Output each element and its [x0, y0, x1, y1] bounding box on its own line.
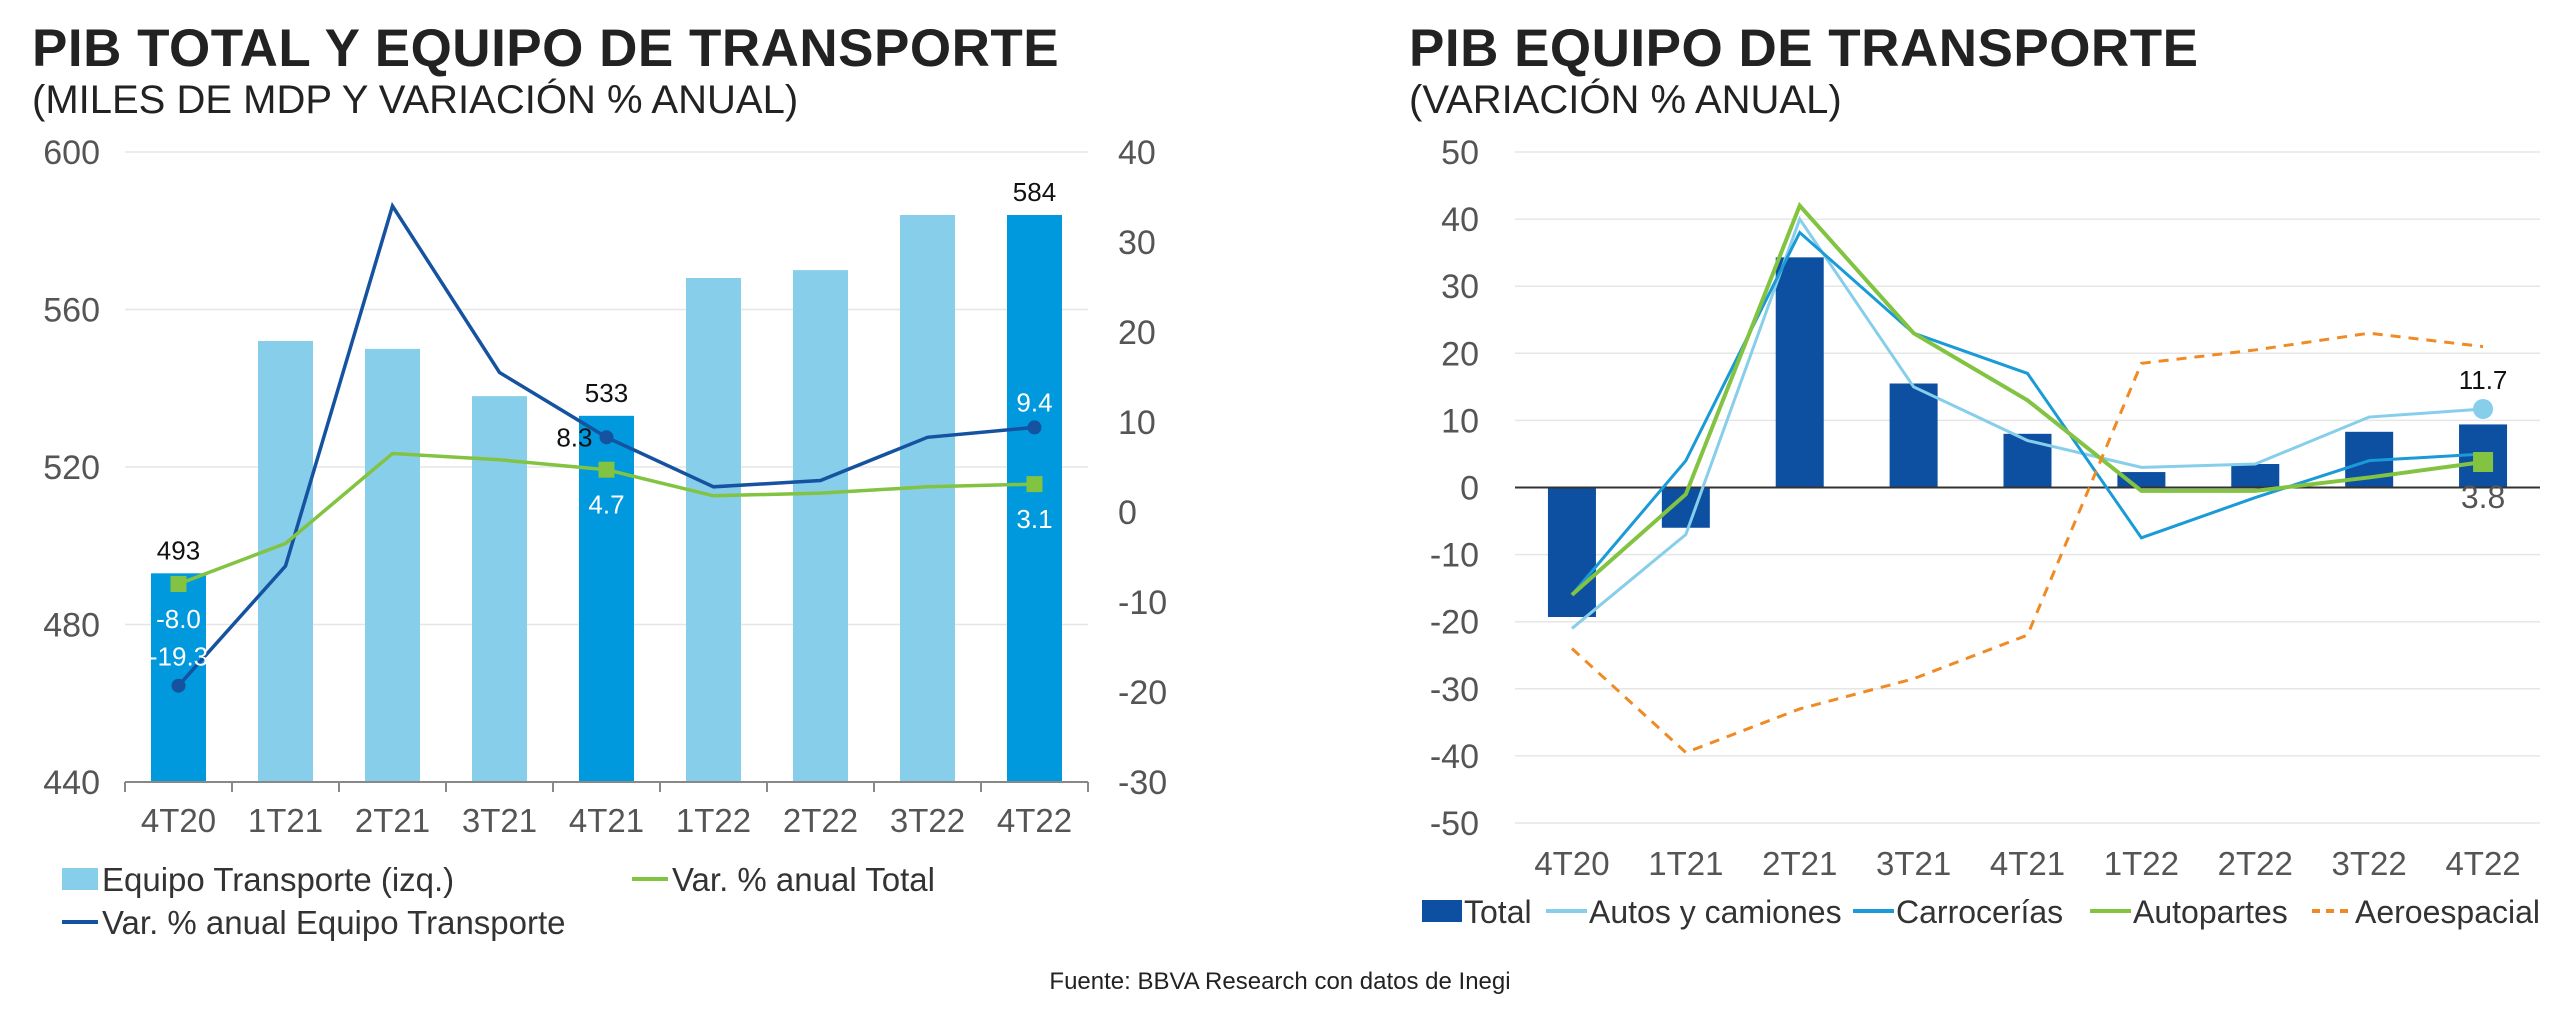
- x-tick-label: 4T21: [1990, 845, 2065, 882]
- y2-tick-label: 40: [1118, 134, 1156, 172]
- x-tick-label: 1T21: [248, 802, 323, 839]
- bar: [1547, 487, 1596, 618]
- line-autos-camiones: [1570, 215, 2484, 630]
- left-chart-title: PIB TOTAL Y EQUIPO DE TRANSPORTE: [32, 19, 1060, 78]
- line-data-label: 9.4: [1016, 387, 1052, 417]
- marker-var-total: [170, 576, 187, 592]
- x-tick-label: 1T22: [2104, 845, 2179, 882]
- line-data-label: 8.3: [556, 422, 592, 452]
- x-tick-label: 1T22: [676, 802, 751, 839]
- legend-label: Carrocerías: [1896, 894, 2063, 930]
- x-tick-label: 3T22: [890, 802, 965, 839]
- legend-swatch-total: [1422, 900, 1462, 922]
- line-carrocerias: [1570, 230, 2484, 596]
- left-chart-plot: 600 560 520 480 440 40 30 20 10 0 -10 -20 -30 493 533 5…: [43, 134, 1167, 941]
- line-data-label: -19.3: [149, 642, 208, 672]
- bar: [365, 348, 420, 782]
- left-chart-panel: PIB TOTAL Y EQUIPO DE TRANSPORTE (MILES …: [0, 0, 1167, 960]
- y-tick-label: -40: [1430, 738, 1479, 776]
- bar: [1007, 215, 1062, 782]
- marker-autos-camiones: [2473, 398, 2494, 419]
- line-data-label: -8.0: [156, 604, 201, 634]
- legend-label: Autopartes: [2133, 894, 2288, 930]
- legend-label: Autos y camiones: [1589, 894, 1842, 930]
- line-data-label: 4.7: [588, 490, 624, 520]
- y2-tick-label: 0: [1118, 494, 1137, 532]
- x-tick-label: 4T22: [2445, 845, 2520, 882]
- y-tick-label: 10: [1441, 402, 1479, 440]
- y-tick-label: -50: [1430, 805, 1479, 843]
- right-chart-plot: 50 40 30 20 10 0 -10 -20 -30 -40 -50 11.7 3.8 4T20 1T2…: [1422, 134, 2540, 930]
- legend-label: Total: [1464, 894, 1532, 930]
- y2-tick-label: 30: [1118, 224, 1156, 262]
- marker-var-total: [598, 461, 615, 478]
- y2-tick-label: 20: [1118, 314, 1156, 352]
- bar: [900, 215, 955, 782]
- y-tick-label: 560: [43, 292, 100, 330]
- y-tick-label: 600: [43, 134, 100, 172]
- y-tick-label: 50: [1441, 134, 1479, 172]
- marker-autopartes: [2473, 452, 2494, 473]
- y-tick-label: -20: [1430, 604, 1479, 642]
- bar-data-label: 584: [1013, 177, 1056, 207]
- line-autopartes: [1570, 201, 2484, 597]
- left-chart-subtitle: (MILES DE MDP Y VARIACIÓN % ANUAL): [32, 78, 799, 122]
- marker-var-equipo: [599, 430, 614, 445]
- bar: [1889, 383, 1938, 488]
- legend-label: Var. % anual Total: [672, 861, 935, 898]
- x-tick-label: 4T20: [141, 802, 216, 839]
- right-chart-panel: PIB EQUIPO DE TRANSPORTE (VARIACIÓN % AN…: [1395, 0, 2560, 960]
- bar-data-label: 493: [157, 535, 200, 565]
- line-data-label: 3.8: [2461, 479, 2505, 515]
- right-chart-subtitle: (VARIACIÓN % ANUAL): [1409, 78, 1842, 122]
- legend-label: Var. % anual Equipo Transporte: [102, 904, 566, 941]
- x-tick-label: 2T22: [783, 802, 858, 839]
- line-data-label: 3.1: [1016, 504, 1052, 534]
- x-tick-label: 1T21: [1648, 845, 1723, 882]
- y-tick-label: 520: [43, 449, 100, 487]
- right-chart-title: PIB EQUIPO DE TRANSPORTE: [1409, 19, 2199, 78]
- bar: [472, 396, 527, 782]
- marker-var-equipo: [171, 678, 186, 693]
- x-tick-label: 2T22: [2218, 845, 2293, 882]
- y-tick-label: 480: [43, 607, 100, 645]
- y-tick-label: 40: [1441, 201, 1479, 239]
- line-aeroespacial: [1570, 331, 2484, 755]
- x-tick-label: 2T21: [1762, 845, 1837, 882]
- line-data-label: 11.7: [2459, 365, 2508, 395]
- y2-tick-label: -10: [1118, 584, 1167, 622]
- y-tick-label: 440: [43, 764, 100, 802]
- x-tick-label: 4T21: [569, 802, 644, 839]
- y-tick-label: -30: [1430, 671, 1479, 709]
- y2-tick-label: 10: [1118, 404, 1156, 442]
- y2-tick-label: -20: [1118, 674, 1167, 712]
- x-tick-label: 4T22: [997, 802, 1072, 839]
- bar-data-label: 533: [585, 378, 628, 408]
- y-tick-label: 30: [1441, 268, 1479, 306]
- bar: [1775, 257, 1824, 488]
- x-tick-label: 2T21: [355, 802, 430, 839]
- y-tick-label: 0: [1460, 470, 1479, 508]
- marker-var-total: [1026, 476, 1043, 493]
- y2-tick-label: -30: [1118, 764, 1167, 802]
- x-tick-label: 3T21: [462, 802, 537, 839]
- bar: [2231, 464, 2280, 488]
- x-tick-label: 3T21: [1876, 845, 1951, 882]
- legend-label: Equipo Transporte (izq.): [102, 861, 454, 898]
- y-tick-label: -10: [1430, 537, 1479, 575]
- bar: [686, 278, 741, 782]
- marker-var-equipo: [1027, 420, 1042, 435]
- y-tick-label: 20: [1441, 335, 1479, 373]
- legend-swatch-bars: [62, 868, 98, 890]
- x-tick-label: 3T22: [2332, 845, 2407, 882]
- x-tick-label: 4T20: [1534, 845, 1609, 882]
- bar: [793, 270, 848, 782]
- source-note: Fuente: BBVA Research con datos de Inegi: [1049, 968, 1511, 995]
- bar: [151, 573, 206, 782]
- legend-label: Aeroespacial: [2355, 894, 2540, 930]
